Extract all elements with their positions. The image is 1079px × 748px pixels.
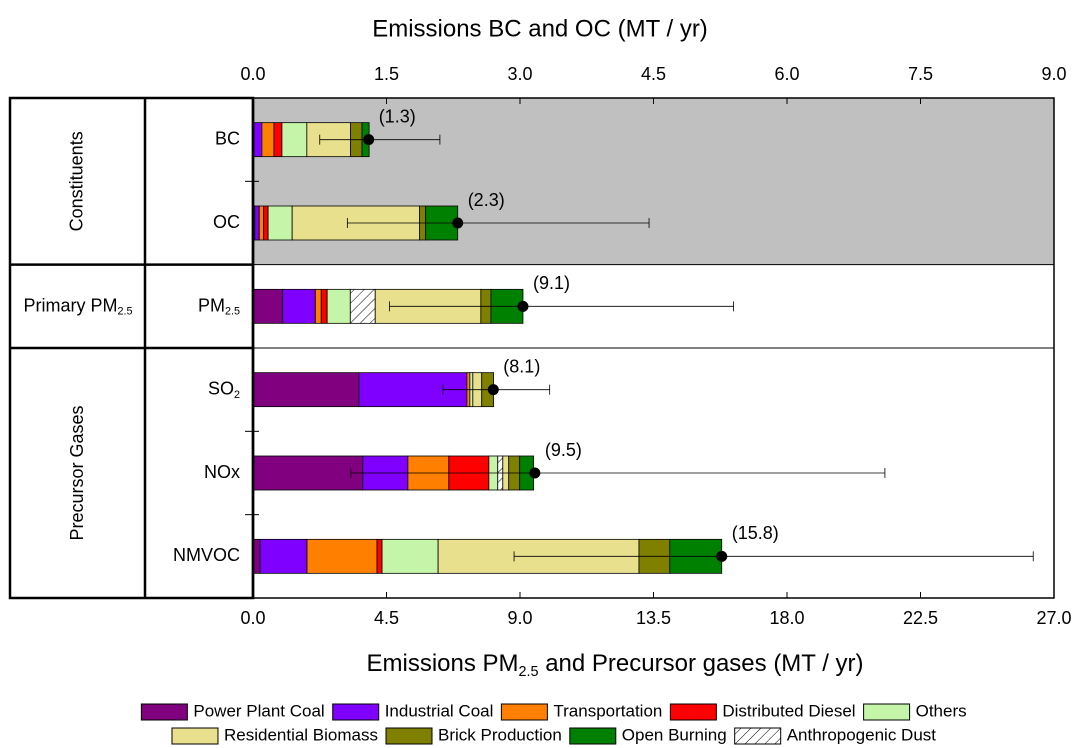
bar-segment: [252, 455, 364, 491]
error-bar: [346, 218, 650, 228]
total-label: (8.1): [503, 356, 540, 376]
x2-tick-label: 4.5: [641, 64, 666, 84]
category-label: OC: [213, 212, 240, 232]
legend-swatch: [171, 727, 219, 745]
x-tick-label: 13.5: [636, 608, 671, 628]
error-bar: [350, 468, 886, 478]
legend-hatch: [734, 728, 781, 744]
bar-segment: [252, 372, 360, 408]
legend-label: Distributed Diesel: [722, 701, 855, 720]
bar-segment: [376, 538, 383, 574]
legend-swatch: [669, 703, 717, 721]
category-label: PM2.5: [198, 295, 240, 318]
legend-swatch: [500, 703, 548, 721]
x-tick-label: 22.5: [903, 608, 938, 628]
bar-segment: [259, 538, 308, 574]
x2-tick-label: 6.0: [774, 64, 799, 84]
total-label: (9.1): [533, 273, 570, 293]
category-label: BC: [215, 128, 240, 148]
bar-segment: [320, 288, 328, 324]
bar-segment: [326, 288, 351, 324]
bar-segment: [267, 205, 293, 241]
bar-hatch: [350, 289, 376, 324]
legend-label: Transportation: [553, 701, 662, 720]
legend-row: Power Plant Coal Industrial Coal Transport…: [140, 701, 967, 721]
total-label: (1.3): [379, 106, 416, 126]
total-label: (15.8): [732, 523, 779, 543]
legend-item: Open Burning: [569, 725, 727, 745]
total-marker: [529, 467, 541, 479]
legend-item: Residential Biomass: [171, 725, 378, 745]
bar-segment: [254, 205, 260, 241]
legend-label: Open Burning: [622, 725, 727, 744]
x-tick-label: 18.0: [769, 608, 804, 628]
legend-item: Anthropogenic Dust: [734, 725, 937, 745]
legend-label: Others: [916, 701, 967, 720]
x2-tick-label: 9.0: [1041, 64, 1066, 84]
bar-segment: [263, 205, 269, 241]
legend-label: Brick Production: [438, 725, 562, 744]
legend-swatch: [332, 703, 380, 721]
legend-swatch: [140, 703, 188, 721]
legend-swatch: [569, 727, 617, 745]
bar-segment: [282, 288, 316, 324]
legend-item: Others: [863, 701, 967, 721]
group-label: Primary PM2.5: [23, 295, 132, 318]
bar-segment: [306, 538, 378, 574]
legend-label: Industrial Coal: [385, 701, 494, 720]
error-bar: [389, 301, 734, 312]
bar-segment: [261, 122, 275, 158]
total-marker: [363, 134, 375, 146]
total-label: (2.3): [468, 190, 505, 210]
legend-row: Residential Biomass Brick Production Open …: [171, 725, 937, 745]
legend-item: Brick Production: [385, 725, 562, 745]
category-label: NMVOC: [173, 545, 240, 565]
category-label: NOx: [204, 462, 240, 482]
total-marker: [716, 550, 728, 562]
legend-label: Residential Biomass: [224, 725, 378, 744]
x-tick-label: 4.5: [374, 608, 399, 628]
x2-tick-label: 3.0: [507, 64, 532, 84]
x2-tick-label: 7.5: [908, 64, 933, 84]
legend-item: Industrial Coal: [332, 701, 494, 721]
x2-tick-label: 1.5: [374, 64, 399, 84]
error-bar: [513, 551, 1034, 562]
total-label: (9.5): [545, 440, 582, 460]
bar-segment: [381, 538, 439, 574]
x2-tick-label: 0.0: [240, 64, 265, 84]
bar-segment: [253, 122, 263, 158]
total-marker: [452, 217, 464, 229]
bar-segment: [273, 122, 283, 158]
error-bar: [319, 134, 441, 145]
category-label: SO2: [208, 378, 240, 401]
legend-swatch: [863, 703, 911, 721]
bar-segment: [314, 288, 322, 324]
x-tick-label: 0.0: [240, 608, 265, 628]
total-marker: [517, 300, 529, 312]
group-label: Precursor Gases: [67, 405, 87, 540]
bottom-axis-title: Emissions PM2.5 and Precursor gases (MT …: [366, 650, 863, 680]
bar-segment: [258, 205, 265, 241]
x-tick-label: 27.0: [1036, 608, 1071, 628]
top-axis-title: Emissions BC and OC (MT / yr): [372, 15, 708, 42]
legend-item: Transportation: [500, 701, 662, 721]
x-tick-label: 9.0: [507, 608, 532, 628]
legend-label: Anthropogenic Dust: [787, 725, 937, 744]
total-marker: [487, 384, 499, 396]
legend-label: Power Plant Coal: [193, 701, 324, 720]
legend-swatch: [385, 727, 433, 745]
bar-segment: [252, 288, 284, 324]
legend-item: Distributed Diesel: [669, 701, 856, 721]
legend-item: Power Plant Coal: [140, 701, 325, 721]
bar-segment: [281, 122, 308, 158]
group-label: Constituents: [67, 131, 87, 231]
